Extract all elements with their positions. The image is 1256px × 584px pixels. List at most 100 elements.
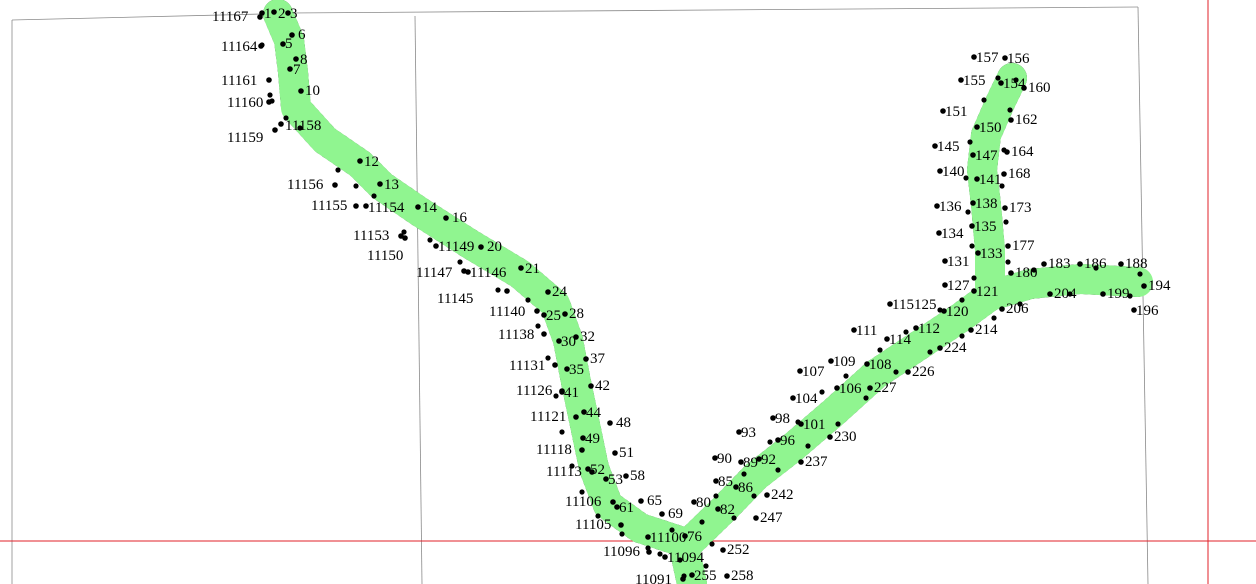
- vertex-point: [278, 121, 284, 127]
- vertex-point: [1131, 307, 1137, 313]
- vertex-label: 24: [552, 284, 568, 300]
- vertex-point: [790, 395, 796, 401]
- vertex-point: [1141, 283, 1147, 289]
- vertex-label: 111: [856, 323, 877, 339]
- road-buffer-segment: [967, 63, 1027, 311]
- vertex-point: [612, 450, 618, 456]
- vertex-label: 247: [760, 510, 783, 526]
- vertex-point: [835, 421, 841, 427]
- vertex-point: [1067, 291, 1073, 297]
- vertex-label: 237: [805, 454, 828, 470]
- vertex-point: [552, 362, 558, 368]
- vertex-point: [1005, 243, 1011, 249]
- vertex-label: 196: [1136, 303, 1159, 319]
- road-buffer: [263, 0, 1153, 584]
- vertex-point: [271, 9, 277, 15]
- vertex-point: [795, 419, 801, 425]
- vertex-label: 76: [687, 529, 703, 545]
- vertex-point: [682, 533, 688, 539]
- vertex-point: [691, 499, 697, 505]
- vertex-label: 11096: [603, 544, 640, 560]
- vertex-point: [280, 41, 286, 47]
- vertex-point: [1002, 205, 1008, 211]
- vertex-point: [1041, 261, 1047, 267]
- vertex-label: 85: [718, 474, 733, 490]
- vertex-label: 90: [717, 451, 732, 467]
- vertex-point: [623, 473, 629, 479]
- vertex-point: [266, 77, 272, 83]
- vertex-point: [545, 289, 551, 295]
- vertex-point: [569, 463, 575, 469]
- vertex-label: 51: [619, 445, 634, 461]
- vertex-point: [968, 327, 974, 333]
- vertex-label: 101: [803, 417, 826, 433]
- vertex-label: 16: [452, 210, 468, 226]
- vertex-label: 183: [1048, 256, 1071, 272]
- vertex-point: [1017, 301, 1023, 307]
- vertex-label: 11105: [575, 517, 611, 533]
- vertex-label: 11091: [635, 572, 672, 584]
- vertex-point: [995, 75, 1001, 81]
- vertex-point: [851, 327, 857, 333]
- vertex-label: 199: [1107, 286, 1130, 302]
- vertex-point: [913, 325, 919, 331]
- vertex-point: [751, 493, 757, 499]
- vertex-label: 48: [616, 415, 631, 431]
- vertex-label: 11167: [212, 9, 249, 25]
- vertex-point: [465, 269, 471, 275]
- vertex-point: [767, 439, 773, 445]
- vertex-point: [573, 334, 579, 340]
- vertex-point: [443, 215, 449, 221]
- vertex-label: 162: [1015, 112, 1038, 128]
- vertex-label: 58: [630, 468, 645, 484]
- vertex-point: [1008, 117, 1014, 123]
- vertex-label: 11158: [285, 118, 321, 134]
- vertex-point: [905, 369, 911, 375]
- vertex-label: 136: [939, 199, 962, 215]
- vertex-point: [1002, 55, 1008, 61]
- vertex-point: [834, 385, 840, 391]
- vertex-label: 41: [564, 385, 579, 401]
- vertex-label: 255: [694, 568, 717, 584]
- vertex-label: 1: [264, 6, 272, 22]
- vertex-label: 28: [569, 306, 584, 322]
- vertex-label: 154: [1003, 76, 1026, 92]
- vertex-point: [934, 203, 940, 209]
- vertex-point: [603, 476, 609, 482]
- vertex-point: [942, 258, 948, 264]
- vertex-point: [614, 504, 620, 510]
- vertex-label: 86: [738, 480, 754, 496]
- vertex-point: [559, 429, 565, 435]
- vertex-label: 69: [668, 506, 683, 522]
- vertex-label: 104: [795, 391, 818, 407]
- vertex-point: [581, 409, 587, 415]
- vertex-label: 226: [912, 364, 935, 380]
- vertex-point: [267, 92, 273, 98]
- vertex-label: 7: [293, 62, 301, 78]
- vertex-label: 11156: [287, 177, 324, 193]
- vertex-label: 11150: [367, 248, 403, 264]
- vertex-point: [579, 489, 585, 495]
- vertex-point: [657, 551, 663, 557]
- vertex-point: [970, 152, 976, 158]
- vertex-label: 214: [975, 322, 998, 338]
- vertex-label: 92: [761, 452, 776, 468]
- vertex-point: [588, 383, 594, 389]
- vertex-label: 145: [937, 139, 960, 155]
- vertex-point: [353, 183, 359, 189]
- road-buffer-segment: [975, 264, 1153, 311]
- vertex-point: [999, 306, 1005, 312]
- vertex-point: [775, 437, 781, 443]
- vertex-label: 11164: [221, 39, 258, 55]
- vertex-label: 11131: [509, 358, 545, 374]
- vertex-label: 11145: [437, 291, 473, 307]
- vertex-point: [867, 385, 873, 391]
- vertex-label: 164: [1011, 144, 1034, 160]
- vertex-label: 131: [947, 254, 970, 270]
- vertex-point: [1093, 265, 1099, 271]
- vertex-point: [1005, 259, 1011, 265]
- vertex-label: 3: [290, 6, 298, 22]
- vertex-point: [541, 312, 547, 318]
- vertex-point: [827, 434, 833, 440]
